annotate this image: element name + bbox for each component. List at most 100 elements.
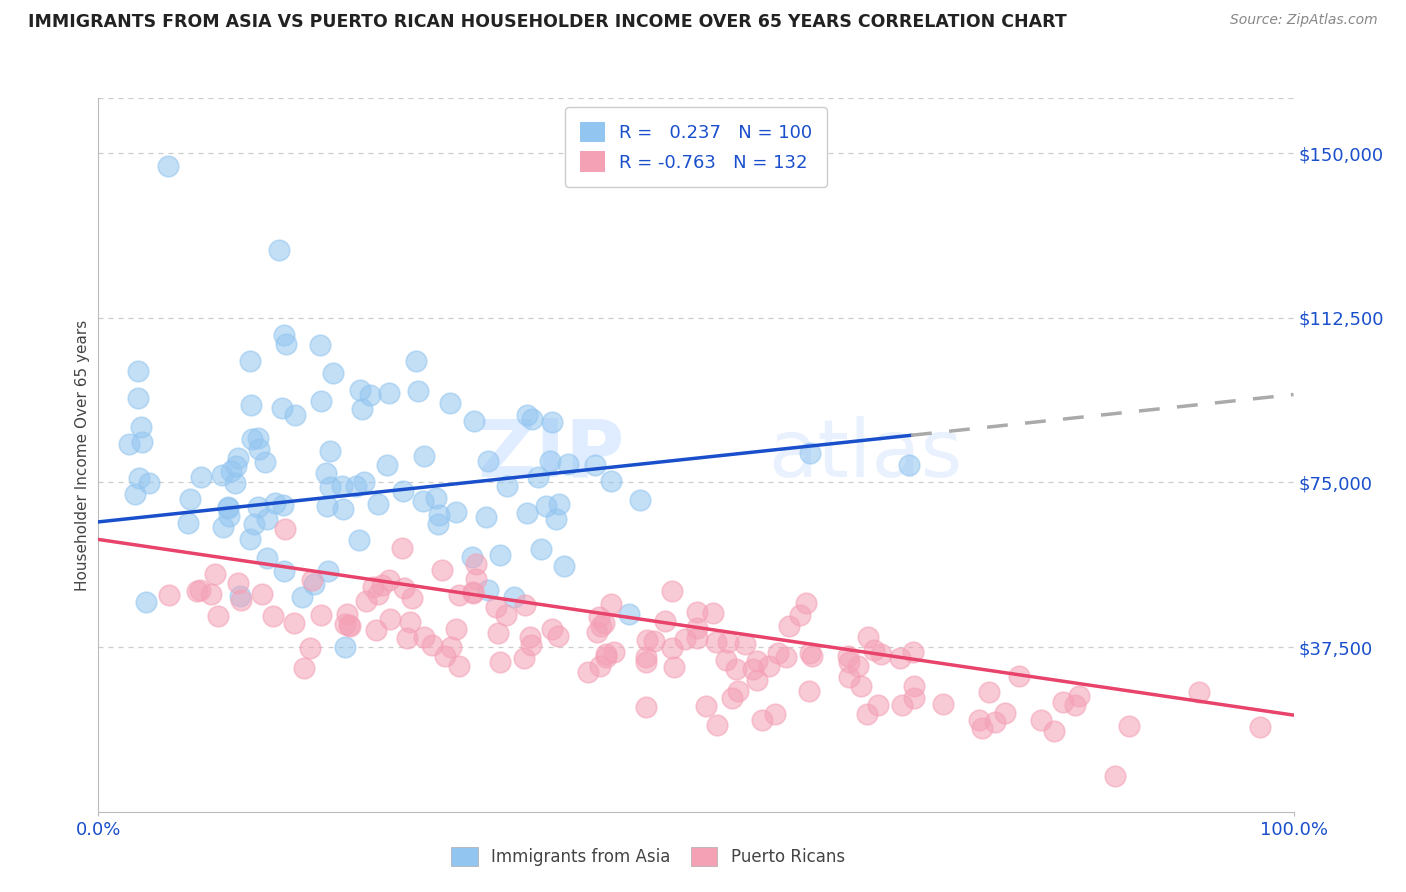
- Point: [405, 353, 427, 368]
- Point: [837, 649, 859, 664]
- Point: [226, 450, 249, 465]
- Point: [207, 608, 229, 623]
- Point: [273, 522, 295, 536]
- Point: [298, 640, 321, 655]
- Point: [540, 622, 562, 636]
- Point: [439, 396, 461, 410]
- Point: [335, 617, 357, 632]
- Point: [758, 659, 780, 673]
- Point: [211, 468, 233, 483]
- Point: [349, 383, 371, 397]
- Point: [271, 498, 294, 512]
- Point: [267, 243, 290, 257]
- Point: [378, 573, 401, 587]
- Point: [789, 607, 811, 622]
- Point: [673, 632, 696, 647]
- Point: [557, 457, 579, 471]
- Point: [391, 541, 413, 555]
- Point: [425, 491, 447, 505]
- Point: [294, 661, 316, 675]
- Point: [495, 607, 517, 622]
- Point: [246, 500, 269, 515]
- Point: [217, 501, 239, 516]
- Point: [994, 706, 1017, 720]
- Point: [548, 497, 571, 511]
- Point: [361, 580, 384, 594]
- Point: [176, 516, 198, 530]
- Point: [866, 698, 889, 712]
- Point: [406, 384, 429, 398]
- Point: [477, 454, 499, 468]
- Point: [516, 506, 538, 520]
- Text: atlas: atlas: [768, 416, 962, 494]
- Point: [242, 432, 264, 446]
- Point: [212, 520, 235, 534]
- Point: [553, 558, 575, 573]
- Point: [371, 578, 394, 592]
- Point: [283, 409, 305, 423]
- Point: [225, 458, 247, 473]
- Point: [138, 475, 160, 490]
- Point: [778, 618, 800, 632]
- Point: [1029, 713, 1052, 727]
- Point: [1064, 698, 1087, 713]
- Point: [273, 564, 295, 578]
- Point: [446, 505, 468, 519]
- Point: [727, 683, 749, 698]
- Point: [347, 533, 370, 547]
- Point: [434, 649, 457, 664]
- Point: [412, 631, 434, 645]
- Point: [599, 597, 621, 611]
- Point: [547, 629, 569, 643]
- Point: [262, 608, 284, 623]
- Point: [252, 587, 274, 601]
- Point: [603, 645, 626, 659]
- Point: [717, 635, 740, 649]
- Point: [516, 408, 538, 422]
- Point: [440, 640, 463, 654]
- Point: [589, 618, 612, 632]
- Point: [801, 648, 824, 663]
- Point: [322, 367, 344, 381]
- Point: [838, 656, 860, 670]
- Point: [316, 564, 339, 578]
- Point: [520, 639, 543, 653]
- Point: [520, 412, 543, 426]
- Point: [583, 458, 606, 472]
- Point: [541, 415, 564, 429]
- Point: [1249, 720, 1271, 734]
- Point: [634, 699, 657, 714]
- Point: [897, 458, 920, 472]
- Point: [745, 673, 768, 687]
- Point: [444, 622, 467, 636]
- Text: IMMIGRANTS FROM ASIA VS PUERTO RICAN HOUSEHOLDER INCOME OVER 65 YEARS CORRELATIO: IMMIGRANTS FROM ASIA VS PUERTO RICAN HOU…: [28, 13, 1067, 31]
- Point: [283, 615, 305, 630]
- Point: [586, 624, 609, 639]
- Point: [460, 549, 482, 564]
- Point: [461, 586, 484, 600]
- Point: [489, 548, 512, 562]
- Point: [546, 512, 568, 526]
- Point: [643, 633, 665, 648]
- Point: [634, 655, 657, 669]
- Point: [903, 690, 925, 705]
- Point: [412, 494, 434, 508]
- Legend: Immigrants from Asia, Puerto Ricans: Immigrants from Asia, Puerto Ricans: [443, 838, 853, 875]
- Point: [337, 618, 360, 632]
- Point: [538, 454, 561, 468]
- Point: [157, 589, 180, 603]
- Point: [239, 532, 262, 546]
- Point: [378, 611, 401, 625]
- Point: [588, 610, 610, 624]
- Point: [870, 648, 893, 662]
- Point: [1188, 685, 1211, 699]
- Point: [412, 449, 434, 463]
- Point: [970, 721, 993, 735]
- Point: [903, 679, 925, 693]
- Point: [636, 633, 658, 648]
- Point: [527, 470, 550, 484]
- Point: [661, 584, 683, 599]
- Point: [1067, 689, 1090, 703]
- Point: [485, 599, 508, 614]
- Point: [188, 583, 211, 598]
